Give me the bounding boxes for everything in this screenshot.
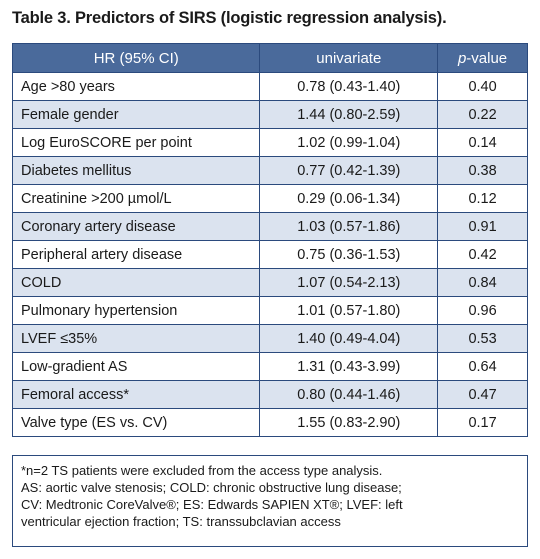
row-pvalue: 0.17 [437,408,528,437]
footnote-line: *n=2 TS patients were excluded from the … [21,463,383,478]
row-label: Pulmonary hypertension [11,296,261,325]
table-row: Log EuroSCORE per point 1.02 (0.99-1.04) 0… [11,128,528,157]
table-row: Diabetes mellitus 0.77 (0.42-1.39) 0.38 [11,156,528,185]
table-row: Creatinine >200 µmol/L 0.29 (0.06-1.34) 0.… [11,184,528,213]
row-label: Female gender [11,100,261,129]
row-pvalue: 0.22 [437,100,528,129]
row-label: Log EuroSCORE per point [11,128,261,157]
table-row: Coronary artery disease 1.03 (0.57-1.86) 0… [11,212,528,241]
row-univariate: 0.29 (0.06-1.34) [259,184,439,213]
row-univariate: 1.44 (0.80-2.59) [259,100,439,129]
table-row: COLD 1.07 (0.54-2.13) 0.84 [11,268,528,297]
row-label: Age >80 years [11,72,261,101]
row-label: LVEF ≤35% [11,324,261,353]
table-row: Valve type (ES vs. CV) 1.55 (0.83-2.90) 0.… [11,408,528,437]
row-pvalue: 0.38 [437,156,528,185]
row-pvalue: 0.42 [437,240,528,269]
table-row: Femoral access* 0.80 (0.44-1.46) 0.47 [11,380,528,409]
row-label: Femoral access* [11,380,261,409]
table-row: Female gender 1.44 (0.80-2.59) 0.22 [11,100,528,129]
row-pvalue: 0.91 [437,212,528,241]
table-row: Age >80 years 0.78 (0.43-1.40) 0.40 [11,72,528,101]
row-pvalue: 0.40 [437,72,528,101]
table-row: Pulmonary hypertension 1.01 (0.57-1.80) 0.… [11,296,528,325]
row-label: Diabetes mellitus [11,156,261,185]
row-univariate: 1.31 (0.43-3.99) [259,352,439,381]
row-pvalue: 0.12 [437,184,528,213]
row-label: Low-gradient AS [11,352,261,381]
table-caption: Table 3. Predictors of SIRS (logistic re… [12,9,447,27]
row-univariate: 1.02 (0.99-1.04) [259,128,439,157]
row-label: Peripheral artery disease [11,240,261,269]
row-label: Coronary artery disease [11,212,261,241]
footnote-line: AS: aortic valve stenosis; COLD: chronic… [21,480,402,495]
table-row: LVEF ≤35% 1.40 (0.49-4.04) 0.53 [11,324,528,353]
row-univariate: 1.40 (0.49-4.04) [259,324,439,353]
table-row: Low-gradient AS 1.31 (0.43-3.99) 0.64 [11,352,528,381]
row-univariate: 0.80 (0.44-1.46) [259,380,439,409]
row-pvalue: 0.96 [437,296,528,325]
footnote-line: ventricular ejection fraction; TS: trans… [21,514,341,529]
table-row: Peripheral artery disease 0.75 (0.36-1.53… [11,240,528,269]
table-header-row: HR (95% CI) univariate p-value [11,43,528,73]
row-univariate: 1.07 (0.54-2.13) [259,268,439,297]
row-pvalue: 0.64 [437,352,528,381]
row-pvalue: 0.84 [437,268,528,297]
table-body: Age >80 years 0.78 (0.43-1.40) 0.40 Female … [11,72,528,437]
footnote-line: CV: Medtronic CoreValve®; ES: Edwards SA… [21,497,403,512]
row-pvalue: 0.47 [437,380,528,409]
row-pvalue: 0.53 [437,324,528,353]
row-univariate: 1.01 (0.57-1.80) [259,296,439,325]
row-univariate: 0.77 (0.42-1.39) [259,156,439,185]
row-univariate: 0.78 (0.43-1.40) [259,72,439,101]
header-hr: HR (95% CI) [11,43,261,73]
table-footnote: *n=2 TS patients were excluded from the … [12,455,528,547]
header-univariate: univariate [259,43,439,73]
header-pvalue-italic: p [457,49,467,67]
row-label: Valve type (ES vs. CV) [11,408,261,437]
row-label: Creatinine >200 µmol/L [11,184,261,213]
predictors-table: HR (95% CI) univariate p-value Age >80 y… [11,43,528,437]
header-pvalue-suffix: -value [466,49,508,67]
row-label: COLD [11,268,261,297]
row-univariate: 1.03 (0.57-1.86) [259,212,439,241]
row-pvalue: 0.14 [437,128,528,157]
row-univariate: 0.75 (0.36-1.53) [259,240,439,269]
header-pvalue: p-value [437,43,528,73]
row-univariate: 1.55 (0.83-2.90) [259,408,439,437]
